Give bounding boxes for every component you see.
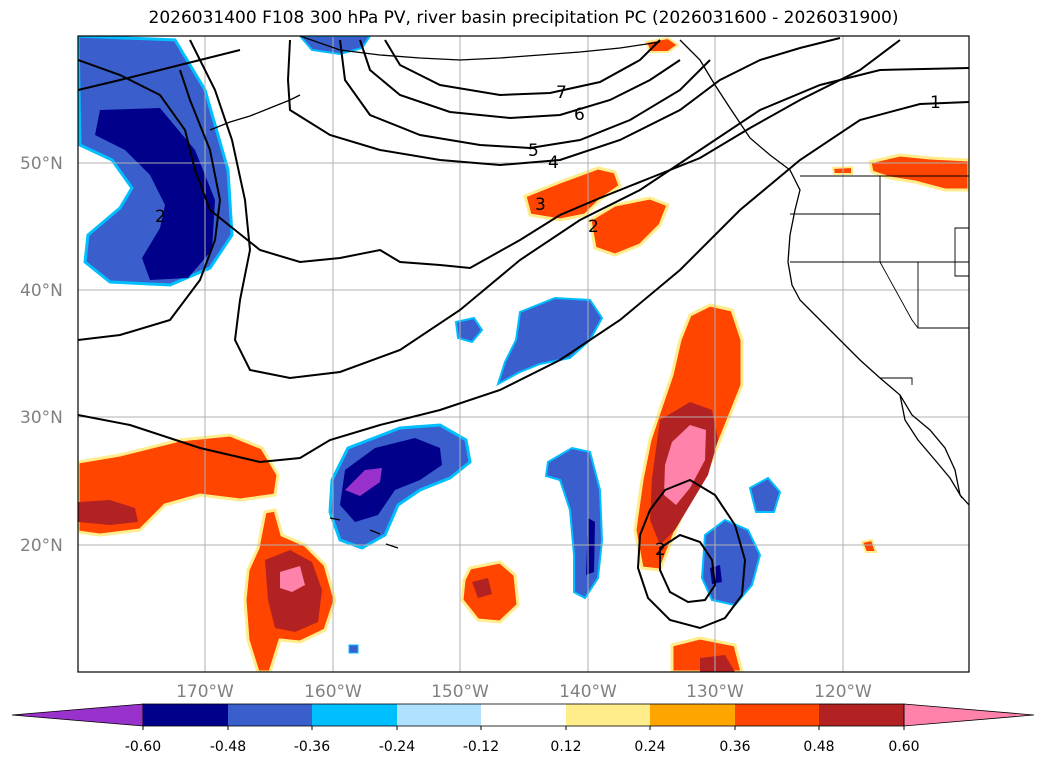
pv-label-7: 7 [556,83,567,103]
pv-contour-6 [359,39,681,120]
colorbar-segment [819,704,904,726]
colorbar: -0.60 -0.48 -0.36 -0.24 -0.12 0.12 0.24 … [11,703,1035,755]
colorbar-segments [11,703,1035,730]
colorbar-segment [228,704,312,726]
precip-region-ne-orange [868,153,969,192]
colorbar-segment [312,704,397,726]
lat-label-20n: 20°N [20,536,63,556]
pv-label-1: 1 [930,93,941,113]
pv-contour-low-outer [636,478,747,630]
precip-region-top-blue [298,36,372,56]
lon-label-130w: 130°W [686,682,744,702]
pv-contour-2b [189,39,969,380]
pv-contour-1 [78,101,969,464]
lon-label-170w: 170°W [176,682,234,702]
colorbar-segment [481,704,566,726]
precip-region-130w-blue [700,518,762,607]
cb-tick-label: 0.12 [550,739,581,755]
pv-label-6: 6 [574,105,585,125]
alaska-coast [299,36,661,61]
precip-region-tiny-blue [348,644,359,654]
precip-region-bottom-red [700,655,735,672]
colorbar-segment [735,704,819,726]
precip-region-hawaii-darkblue [340,438,442,522]
pv-label-3: 3 [535,195,546,215]
cb-tick-label: 0.48 [803,739,834,755]
latitude-labels: 50°N 40°N 30°N 20°N [20,154,63,556]
cb-tick-label: 0.36 [719,739,750,755]
precip-region-small-orange [860,538,878,553]
cb-tick-label: -0.24 [379,739,415,755]
pv-label-2: 2 [588,217,599,237]
colorbar-frame [142,703,905,727]
cb-tick-label: -0.60 [125,739,161,755]
lat-label-40n: 40°N [20,281,63,301]
lon-label-120w: 120°W [814,682,872,702]
precip-region-hawaii-purple [345,468,382,496]
baja-california [899,394,963,499]
cb-tick-label: 0.24 [634,739,665,755]
pv-contour-labels: 7 6 5 4 3 2 1 2 2 [155,83,941,560]
lat-label-30n: 30°N [20,408,63,428]
lon-label-140w: 140°W [559,682,617,702]
precip-region-145w-red [472,578,492,598]
precip-region-165w-pink [280,566,305,592]
precip-region-nw-darkblue [95,108,215,280]
precip-region-west-red [78,500,138,525]
lat-label-50n: 50°N [20,154,63,174]
map-field: 7 6 5 4 3 2 1 2 2 [78,36,969,672]
precip-region-midlat2-orange [588,196,670,257]
graticule [78,36,969,672]
chart-title: 2026031400 F108 300 hPa PV, river basin … [148,8,899,28]
pv-label-5: 5 [528,141,539,161]
colorbar-segment [566,704,650,726]
political-borders [790,175,969,385]
pv-label-2-low: 2 [655,540,666,560]
lon-label-160w: 160°W [304,682,362,702]
pv-label-2-nw: 2 [155,207,166,227]
precip-region-135w-pink [664,425,706,505]
hawaii-islands [329,517,399,549]
longitude-labels: 170°W 160°W 150°W 140°W 130°W 120°W [176,682,872,702]
pv-contour-2a [78,49,241,341]
map-frame [77,35,970,673]
colorbar-segment [11,703,144,727]
pv-contour-7 [384,39,661,97]
precip-region-130w-darkblue [710,565,722,584]
cb-tick-label: 0.60 [888,739,919,755]
colorbar-tick-labels: -0.60 -0.48 -0.36 -0.24 -0.12 0.12 0.24 … [125,739,920,755]
pv-contour-4 [286,37,841,167]
precip-region-dot-blue [454,316,484,344]
pv-contour-5 [339,39,711,150]
colorbar-segment [650,704,735,726]
colorbar-segment [397,704,481,726]
cb-tick-label: -0.36 [294,739,330,755]
pv-contours [78,37,969,630]
pv-contour-low-inner [659,533,717,604]
lon-label-150w: 150°W [431,682,489,702]
cb-tick-label: -0.12 [463,739,499,755]
precip-region-east-blue [748,476,782,513]
colorbar-segment [143,704,228,726]
cb-tick-label: -0.48 [210,739,246,755]
colorbar-segment [903,703,1035,727]
precip-region-central-blue [496,296,604,387]
pv-contour-3 [78,39,901,270]
pv-label-4: 4 [548,153,559,173]
